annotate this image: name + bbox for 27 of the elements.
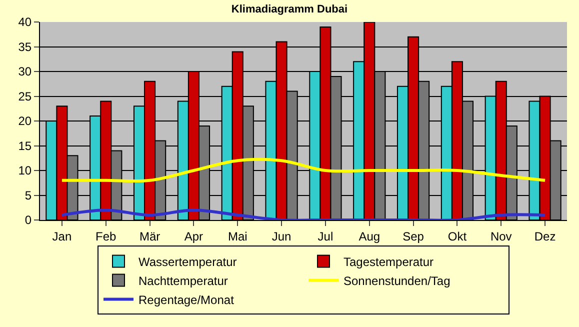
legend-label: Sonnenstunden/Tag <box>344 274 450 288</box>
x-tick-label: Okt <box>448 229 468 244</box>
y-tick-label: 40 <box>18 15 32 30</box>
y-tick-label: 25 <box>18 89 32 104</box>
x-tick-label: Nov <box>490 229 512 244</box>
y-tick-label: 10 <box>18 164 32 178</box>
x-tick-label: Feb <box>96 229 117 244</box>
x-tick-label: Dez <box>534 229 556 244</box>
legend-label: Wassertemperatur <box>138 254 237 269</box>
x-tick-label: Mär <box>139 229 160 244</box>
x-tick-label: Jul <box>318 229 334 244</box>
y-tick-label: 5 <box>24 188 32 202</box>
legend-label: Nachttemperatur <box>138 274 228 288</box>
x-tick-label: Sep <box>402 229 424 244</box>
x-tick-label: Mai <box>228 229 248 244</box>
y-tick-label: 20 <box>18 114 32 128</box>
y-tick-label: 30 <box>18 64 32 79</box>
y-tick-label: 35 <box>18 40 32 54</box>
y-tick-label: 15 <box>18 138 32 153</box>
legend-label: Tagestemperatur <box>344 254 434 269</box>
y-tick-label: 0 <box>24 213 32 228</box>
x-tick-label: Jun <box>272 229 292 244</box>
x-tick-label: Apr <box>184 229 204 244</box>
chart-title: Klimadiagramm Dubai <box>231 4 348 16</box>
x-tick-label: Aug <box>358 229 380 244</box>
legend-label: Regentage/Monat <box>138 292 235 307</box>
x-tick-label: Jan <box>52 229 72 244</box>
